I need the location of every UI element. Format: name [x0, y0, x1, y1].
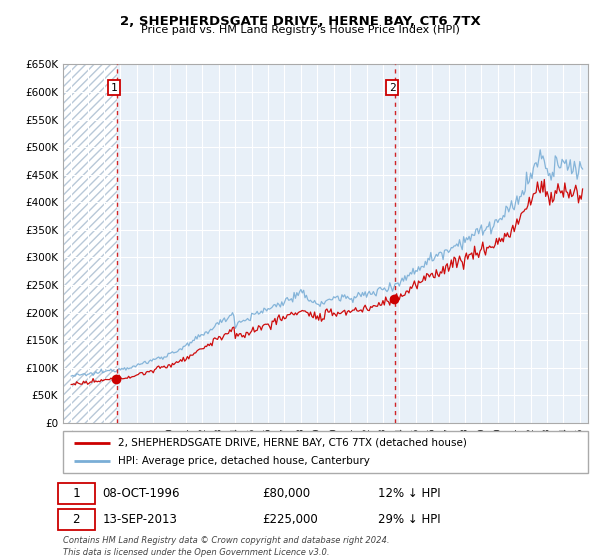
Text: 12% ↓ HPI: 12% ↓ HPI	[378, 487, 440, 500]
Text: 2: 2	[389, 82, 395, 92]
Text: £80,000: £80,000	[263, 487, 311, 500]
Text: 08-OCT-1996: 08-OCT-1996	[103, 487, 180, 500]
Text: 29% ↓ HPI: 29% ↓ HPI	[378, 513, 440, 526]
Text: 2, SHEPHERDSGATE DRIVE, HERNE BAY, CT6 7TX (detached house): 2, SHEPHERDSGATE DRIVE, HERNE BAY, CT6 7…	[118, 438, 467, 448]
Text: 13-SEP-2013: 13-SEP-2013	[103, 513, 177, 526]
Text: 2: 2	[73, 513, 80, 526]
Text: 1: 1	[111, 82, 118, 92]
Text: 1: 1	[73, 487, 80, 500]
Text: 2, SHEPHERDSGATE DRIVE, HERNE BAY, CT6 7TX: 2, SHEPHERDSGATE DRIVE, HERNE BAY, CT6 7…	[119, 15, 481, 27]
Text: Price paid vs. HM Land Registry's House Price Index (HPI): Price paid vs. HM Land Registry's House …	[140, 25, 460, 35]
Text: Contains HM Land Registry data © Crown copyright and database right 2024.
This d: Contains HM Land Registry data © Crown c…	[63, 536, 389, 557]
FancyBboxPatch shape	[58, 483, 95, 505]
Text: HPI: Average price, detached house, Canterbury: HPI: Average price, detached house, Cant…	[118, 456, 370, 466]
FancyBboxPatch shape	[58, 508, 95, 530]
Text: £225,000: £225,000	[263, 513, 318, 526]
